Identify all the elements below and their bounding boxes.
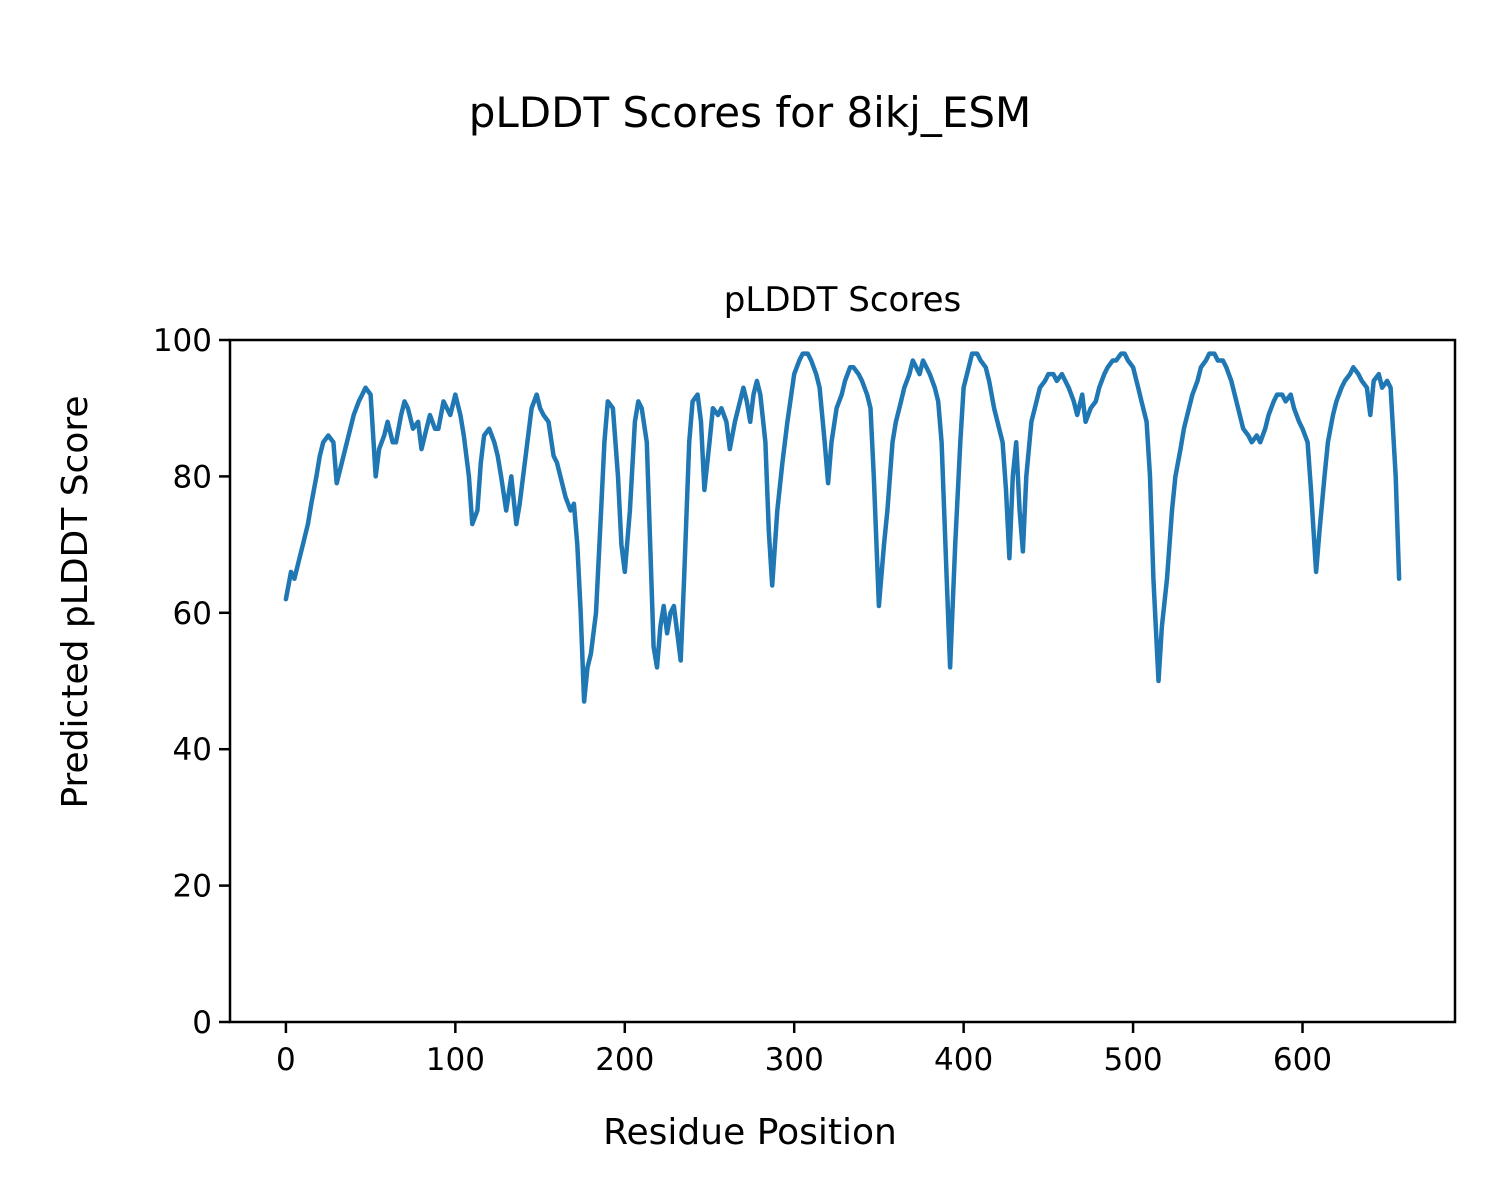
y-tick-label: 60 (173, 596, 212, 632)
plddt-line (283, 351, 1402, 704)
y-tick-label: 40 (173, 732, 212, 768)
x-tick-label: 600 (1273, 1042, 1332, 1078)
x-tick-label: 100 (426, 1042, 485, 1078)
y-tick-label: 80 (173, 459, 212, 495)
x-tick-label: 200 (595, 1042, 654, 1078)
axes-title: pLDDT Scores (723, 280, 962, 320)
figure-title: pLDDT Scores for 8ikj_ESM (468, 88, 1032, 137)
y-tick-label: 100 (153, 323, 212, 359)
y-tick-label: 20 (173, 869, 212, 905)
x-tick-label: 0 (276, 1042, 296, 1078)
x-axis-label: Residue Position (603, 1112, 897, 1153)
x-tick-label: 500 (1103, 1042, 1162, 1078)
x-tick-label: 300 (765, 1042, 824, 1078)
axes-frame (228, 338, 1457, 1024)
y-tick-label: 0 (192, 1005, 212, 1041)
x-tick-label: 400 (934, 1042, 993, 1078)
